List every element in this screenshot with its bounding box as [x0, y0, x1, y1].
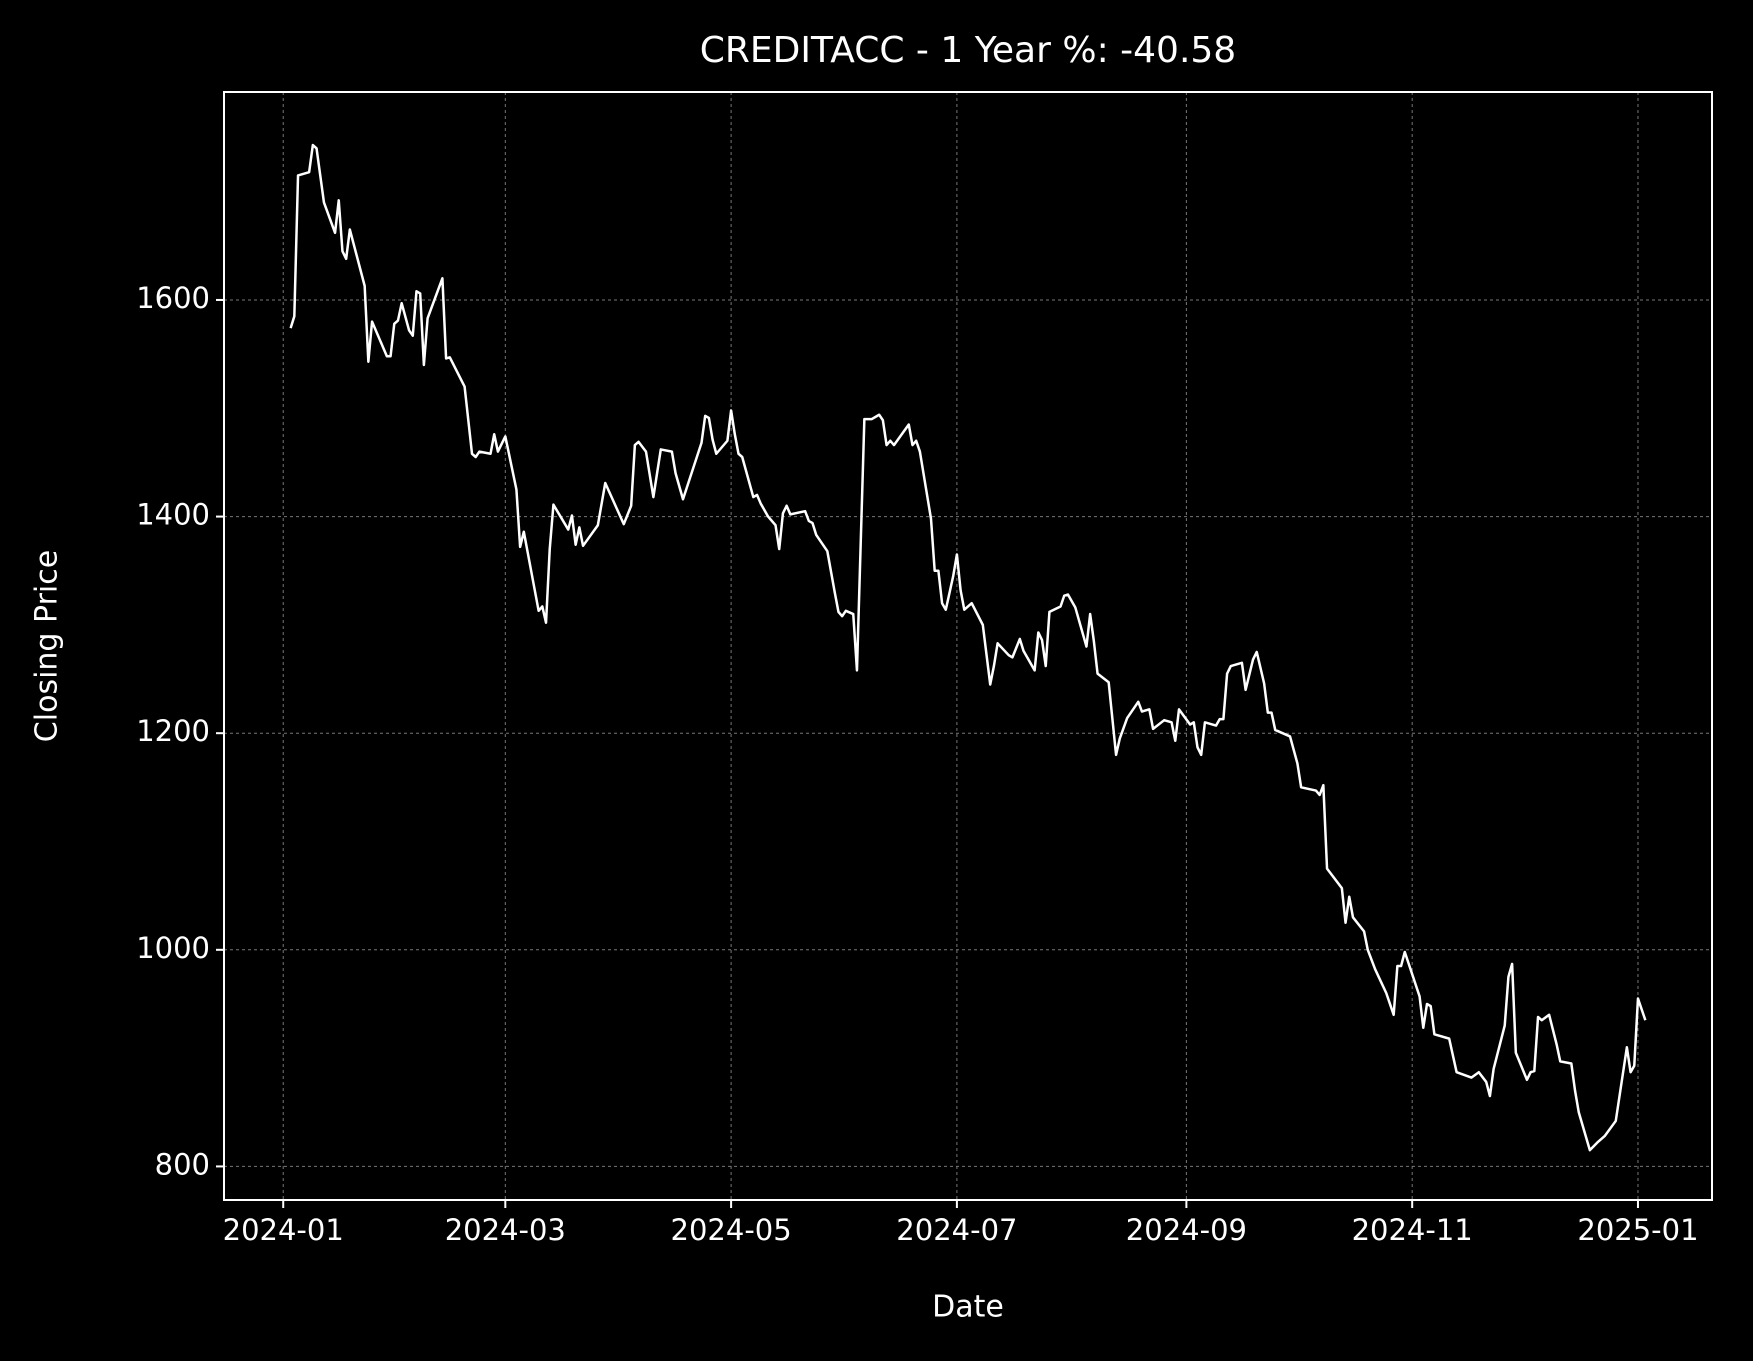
x-tick-label: 2024-07 — [896, 1213, 1017, 1247]
plot-frame — [223, 91, 1713, 1201]
y-axis-label: Closing Price — [30, 550, 65, 742]
x-tick-label: 2024-03 — [445, 1213, 566, 1247]
y-tick-label: 1200 — [136, 714, 210, 748]
x-tick-label: 2025-01 — [1577, 1213, 1698, 1247]
y-tick-label: 1000 — [136, 931, 210, 965]
x-axis-label: Date — [932, 1290, 1004, 1325]
y-tick-label: 1400 — [136, 498, 210, 532]
y-tick-label: 1600 — [136, 281, 210, 315]
chart-title: CREDITACC - 1 Year %: -40.58 — [700, 30, 1236, 71]
x-tick-label: 2024-05 — [671, 1213, 792, 1247]
x-tick-label: 2024-11 — [1352, 1213, 1473, 1247]
price-line — [289, 143, 1647, 1152]
y-tick-label: 800 — [155, 1147, 210, 1181]
x-tick-label: 2024-09 — [1126, 1213, 1247, 1247]
x-tick-label: 2024-01 — [223, 1213, 344, 1247]
